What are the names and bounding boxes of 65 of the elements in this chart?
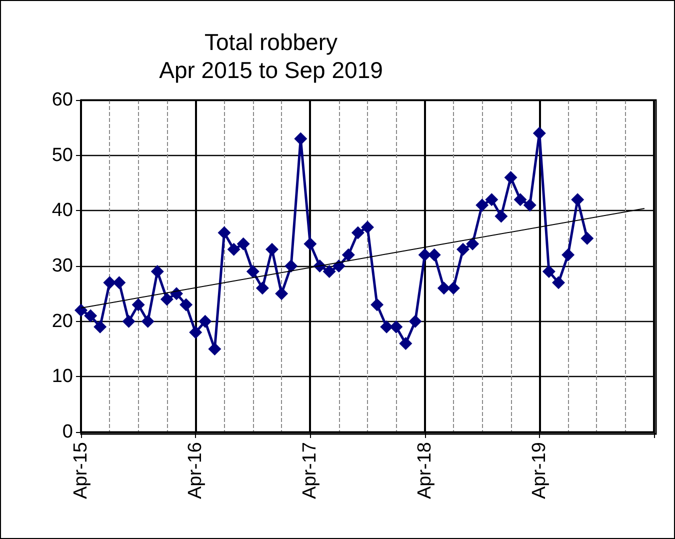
point — [428, 248, 441, 262]
point — [418, 248, 432, 262]
point — [332, 260, 346, 272]
point — [399, 336, 412, 350]
point — [342, 248, 355, 262]
y-tick-label: 50 — [52, 144, 73, 166]
x-tick-label: Apr-18 — [414, 442, 436, 500]
point — [562, 248, 575, 262]
point — [256, 282, 269, 295]
point — [504, 170, 518, 184]
point — [160, 292, 174, 306]
point — [74, 304, 88, 317]
point — [132, 298, 145, 312]
point — [246, 265, 260, 278]
point — [180, 298, 193, 312]
point — [571, 193, 584, 206]
point — [351, 226, 364, 240]
y-tick-label: 40 — [52, 200, 73, 222]
point — [542, 265, 556, 278]
x-tick-label: Apr-16 — [185, 442, 206, 500]
point — [227, 242, 240, 256]
point — [284, 260, 298, 272]
y-tick-label: 0 — [62, 422, 73, 442]
point — [208, 342, 222, 356]
point — [380, 320, 394, 334]
point — [94, 320, 107, 334]
point — [437, 282, 450, 295]
x-tick-label: Apr-15 — [70, 442, 92, 500]
point — [275, 287, 288, 300]
point — [456, 242, 470, 256]
point — [390, 320, 403, 334]
point — [580, 232, 594, 245]
point — [370, 298, 384, 312]
point — [103, 276, 116, 290]
point — [236, 237, 250, 250]
point — [84, 309, 98, 322]
point — [476, 198, 489, 212]
point — [322, 265, 336, 278]
x-tick-label: Apr-17 — [300, 442, 321, 500]
point — [466, 237, 480, 250]
point — [552, 276, 565, 290]
point — [532, 126, 546, 140]
point — [198, 314, 212, 328]
chart-title: Total robbery Apr 2015 to Sep 2019 — [159, 29, 383, 83]
y-tick-label: 30 — [52, 256, 73, 276]
point — [514, 193, 527, 206]
point — [122, 314, 136, 328]
y-tick-label: 10 — [52, 366, 73, 388]
point — [304, 237, 317, 250]
point — [408, 314, 422, 328]
point — [189, 326, 202, 339]
point — [494, 210, 508, 223]
point — [150, 265, 164, 278]
y-tick-label: 20 — [52, 310, 73, 332]
point — [361, 220, 374, 234]
point — [485, 193, 498, 206]
point — [294, 132, 308, 146]
point — [446, 282, 460, 295]
point — [112, 276, 126, 290]
point — [141, 314, 154, 328]
x-tick-label: Apr-19 — [528, 442, 550, 500]
point — [523, 198, 536, 212]
y-tick-label: 60 — [52, 90, 73, 110]
point — [266, 242, 278, 256]
point — [218, 226, 231, 240]
